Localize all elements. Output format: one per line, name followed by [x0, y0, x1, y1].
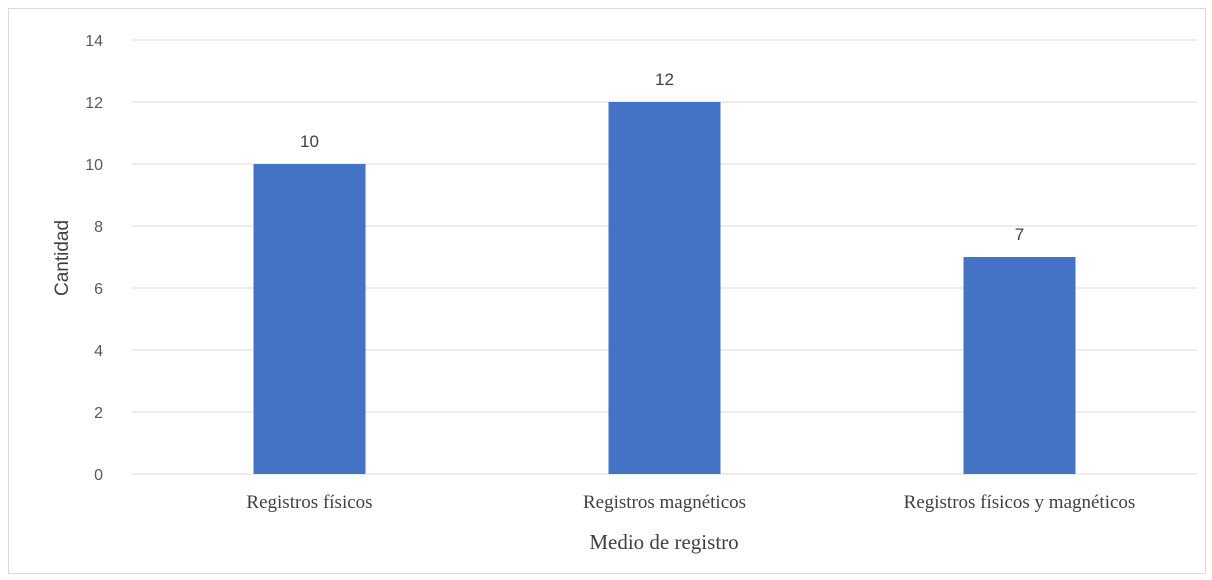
- y-axis-ticks: 0 2 4 6 8 10 12 14: [85, 33, 103, 484]
- y-tick-label: 6: [94, 281, 103, 298]
- x-axis-title: Medio de registro: [589, 530, 738, 554]
- y-axis-title: Cantidad: [52, 220, 73, 296]
- y-tick-label: 2: [94, 405, 103, 422]
- data-label-0: 10: [300, 132, 319, 151]
- y-tick-label: 10: [85, 157, 103, 174]
- data-label-2: 7: [1015, 225, 1024, 244]
- x-category-label-0: Registros físicos: [246, 492, 372, 513]
- x-axis-categories: Registros físicos Registros magnéticos Reg…: [246, 492, 1135, 513]
- bar-0: [254, 164, 366, 474]
- y-tick-label: 12: [85, 95, 103, 112]
- bar-2: [964, 257, 1076, 474]
- y-tick-label: 4: [94, 343, 103, 360]
- data-label-1: 12: [655, 70, 674, 89]
- y-tick-label: 14: [85, 33, 103, 50]
- x-category-label-1: Registros magnéticos: [583, 492, 746, 513]
- bar-1: [609, 102, 721, 474]
- y-tick-label: 8: [94, 219, 103, 236]
- y-tick-label: 0: [94, 467, 103, 484]
- x-category-label-2: Registros físicos y magnéticos: [904, 492, 1136, 513]
